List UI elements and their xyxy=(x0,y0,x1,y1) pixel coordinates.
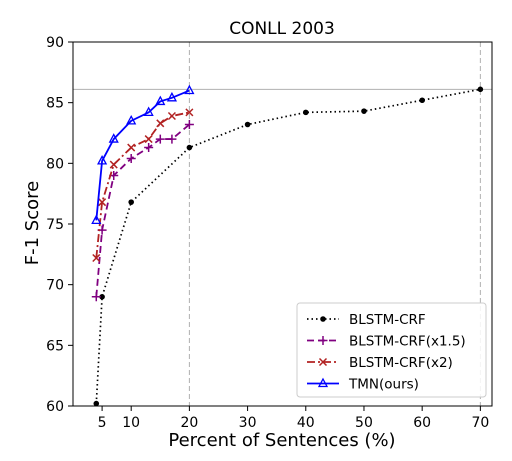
y-tick-label: 90 xyxy=(46,35,64,51)
y-tick-label: 60 xyxy=(46,399,64,415)
data-point xyxy=(155,134,165,144)
legend: BLSTM-CRF BLSTM-CRF(x1.5) BLSTM-CRF(x2) TMN… xyxy=(296,302,487,398)
plot-area: 5 10 20 30 40 50 60 70 60 65 70 75 80 85 90 xyxy=(46,35,493,431)
data-point xyxy=(477,86,484,93)
y-tick-label: 65 xyxy=(46,338,64,354)
legend-label: BLSTM-CRF xyxy=(349,312,426,328)
data-point xyxy=(184,84,195,95)
legend-marker xyxy=(320,316,326,322)
data-point xyxy=(127,143,136,152)
y-tick-label: 70 xyxy=(46,278,64,294)
data-point xyxy=(108,133,119,143)
data-point xyxy=(109,160,118,169)
legend-label: TMN(ours) xyxy=(348,377,419,393)
data-point xyxy=(155,95,166,106)
data-point xyxy=(419,97,425,104)
data-point xyxy=(128,199,134,205)
data-point xyxy=(184,120,194,130)
y-tick-label: 80 xyxy=(46,156,64,172)
data-point xyxy=(361,108,367,114)
series-line xyxy=(95,111,190,259)
data-point xyxy=(126,153,136,163)
x-tick-label: 10 xyxy=(122,415,140,431)
data-point xyxy=(93,400,100,407)
data-point xyxy=(98,198,107,207)
data-point xyxy=(166,91,178,102)
data-point xyxy=(92,253,101,263)
legend-label: BLSTM-CRF(x1.5) xyxy=(349,334,466,350)
series-line xyxy=(95,88,481,404)
data-point xyxy=(186,144,193,151)
legend-marker xyxy=(318,336,328,345)
x-tick-label: 50 xyxy=(355,415,373,431)
legend-marker xyxy=(318,357,328,367)
x-tick-label: 20 xyxy=(180,415,198,431)
data-point xyxy=(143,106,154,117)
data-point xyxy=(97,155,108,165)
y-axis-label: F-1 Score xyxy=(22,181,43,265)
data-point xyxy=(156,119,165,128)
data-point xyxy=(126,114,137,125)
y-tick-label: 85 xyxy=(46,96,64,112)
data-point xyxy=(244,121,251,128)
data-point xyxy=(91,292,101,302)
y-tick-label: 75 xyxy=(46,217,64,233)
x-axis-label: Percent of Sentences (%) xyxy=(168,430,395,451)
data-point xyxy=(167,111,176,121)
legend-box xyxy=(296,302,487,398)
series-line xyxy=(95,123,190,297)
x-tick-label: 5 xyxy=(98,415,107,431)
legend-marker xyxy=(317,377,329,388)
x-tick-label: 40 xyxy=(297,415,315,431)
series-line xyxy=(95,89,190,221)
x-tick-label: 70 xyxy=(471,415,489,431)
data-point xyxy=(302,109,309,116)
legend-label: BLSTM-CRF(x2) xyxy=(349,355,453,371)
data-point xyxy=(185,108,194,117)
data-point xyxy=(144,143,154,153)
data-point xyxy=(91,214,102,225)
data-point xyxy=(167,134,177,144)
data-point xyxy=(144,135,153,144)
chart-title: CONLL 2003 xyxy=(229,19,335,39)
x-tick-label: 60 xyxy=(413,415,431,431)
x-tick-label: 30 xyxy=(239,415,257,431)
